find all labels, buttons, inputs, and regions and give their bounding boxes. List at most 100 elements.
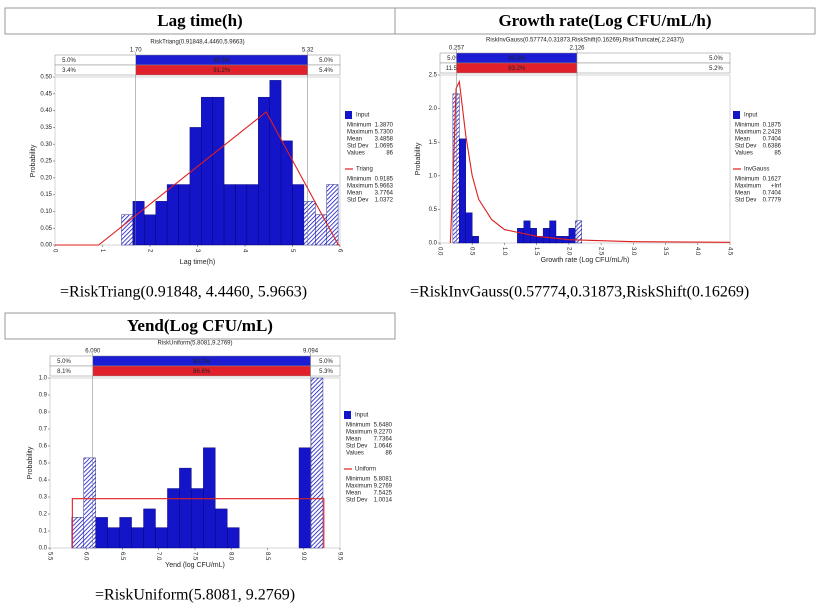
x-tick-label: 8.5	[264, 552, 270, 561]
x-tick-label: 2	[146, 249, 152, 253]
stat-value: 1.3870	[375, 123, 394, 129]
distribution-title: RiskUniform(5.8081,9.2769)	[157, 341, 232, 347]
y-tick-label: 0.2	[39, 512, 48, 518]
x-tick-label: 0	[51, 249, 57, 253]
stat-value: 86	[386, 151, 393, 157]
stat-label: Std Dev	[347, 198, 368, 204]
x-tick-label: 3	[194, 249, 200, 253]
stat-value: 3.4858	[375, 137, 394, 143]
stat-value: 9.2769	[374, 484, 393, 490]
y-tick-label: 0.50	[40, 75, 52, 81]
histogram-bar	[310, 377, 324, 549]
legend-swatch	[733, 111, 740, 119]
y-tick-label: 0.7	[39, 427, 48, 433]
histogram-bar	[258, 96, 270, 246]
stat-value: 0.1875	[763, 123, 782, 129]
histogram-bar	[166, 184, 179, 246]
x-tick-label: 8.0	[228, 552, 234, 561]
header-cell	[4, 7, 396, 35]
stat-value: 1.0695	[375, 144, 394, 150]
band-percent: 5.0%	[447, 56, 461, 62]
stat-value: 2.2428	[763, 130, 782, 136]
stat-label: Values	[347, 151, 365, 157]
histogram-bar	[292, 184, 305, 246]
x-axis-label: Growth rate (Log CFU/mL/h)	[541, 257, 630, 264]
histogram-bar	[83, 457, 96, 549]
x-tick-label: 5.5	[46, 552, 52, 561]
legend-name: InvGauss	[744, 167, 769, 173]
stat-value: 5.8081	[374, 477, 393, 483]
stat-value: 0.1627	[763, 177, 782, 183]
panel-header: Yend(Log CFU/mL)	[127, 316, 273, 335]
legend-name: Input	[744, 113, 758, 119]
histogram-bar	[132, 201, 145, 246]
histogram-bar	[227, 527, 240, 549]
stat-label: Values	[735, 151, 753, 157]
x-tick-label: 7.5	[191, 552, 197, 561]
header-cell	[394, 7, 816, 35]
percentile-value: 9.094	[303, 349, 319, 355]
histogram-bar	[517, 228, 524, 244]
fit-curve	[55, 111, 340, 246]
y-axis-label: Probability	[30, 144, 37, 177]
x-tick-label: 4	[241, 249, 247, 253]
y-tick-label: 0.1	[39, 529, 48, 535]
histogram-bar	[71, 517, 84, 549]
formula-caption: =RiskTriang(0.91848, 4.4460, 5.9663)	[60, 284, 307, 301]
y-tick-label: 0.5	[39, 461, 48, 467]
histogram-bar	[235, 184, 248, 246]
y-axis-label: Probability	[415, 142, 422, 175]
band-percent: 5.4%	[319, 68, 333, 74]
histogram-bar	[326, 184, 339, 246]
stat-label: Minimum	[735, 123, 759, 129]
percentile-value: 1.70	[130, 48, 142, 54]
stat-value: 7.5425	[374, 491, 393, 497]
stat-label: Minimum	[735, 177, 759, 183]
stat-label: Std Dev	[347, 144, 368, 150]
y-tick-label: 0.45	[40, 91, 52, 97]
y-tick-label: 0.9	[39, 393, 48, 399]
stat-value: 7.7364	[374, 437, 393, 443]
histogram-bar	[191, 488, 204, 549]
x-tick-label: 1.5	[533, 247, 539, 256]
x-tick-label: 6	[336, 249, 342, 253]
y-tick-label: 0.35	[40, 125, 52, 131]
x-tick-label: 7.0	[155, 552, 161, 561]
stat-value: 1.0372	[375, 198, 394, 204]
legend-name: Input	[355, 413, 369, 419]
stat-value: 5.9663	[375, 184, 394, 190]
x-tick-label: 3.5	[662, 247, 668, 256]
histogram-bar	[212, 96, 225, 246]
band-percent: 5.0%	[62, 58, 76, 64]
stat-label: Maximum	[347, 130, 373, 136]
stat-label: Mean	[347, 137, 362, 143]
plot-area	[439, 74, 731, 244]
y-tick-label: 0.0	[39, 546, 48, 552]
y-axis-label: Probability	[27, 446, 34, 479]
stat-label: Std Dev	[735, 198, 756, 204]
histogram-bar	[203, 447, 216, 549]
fit-curve	[71, 498, 325, 548]
histogram-bar	[201, 96, 213, 246]
histogram-bar	[465, 212, 473, 244]
stat-label: Minimum	[346, 477, 370, 483]
formula-caption: =RiskUniform(5.8081, 9.2769)	[95, 587, 295, 604]
y-tick-label: 2.5	[429, 73, 438, 79]
band-cell	[576, 62, 731, 74]
histogram-bar	[555, 236, 563, 244]
legend-name: Input	[356, 113, 370, 119]
band-percent: 5.0%	[319, 359, 333, 365]
histogram-bar	[575, 220, 582, 244]
band-percent: 5.2%	[709, 66, 723, 72]
band-percent: 5.0%	[57, 359, 71, 365]
stat-value: 9.2270	[374, 430, 393, 436]
y-tick-label: 0.6	[39, 444, 48, 450]
band-cell	[576, 52, 731, 64]
histogram-bar	[143, 508, 156, 549]
stat-label: Mean	[735, 137, 750, 143]
stat-label: Minimum	[346, 423, 370, 429]
y-tick-label: 1.0	[39, 376, 48, 382]
band-percent: 83.2%	[508, 66, 526, 72]
y-tick-label: 0.8	[39, 410, 48, 416]
stat-value: 0.6386	[763, 144, 782, 150]
